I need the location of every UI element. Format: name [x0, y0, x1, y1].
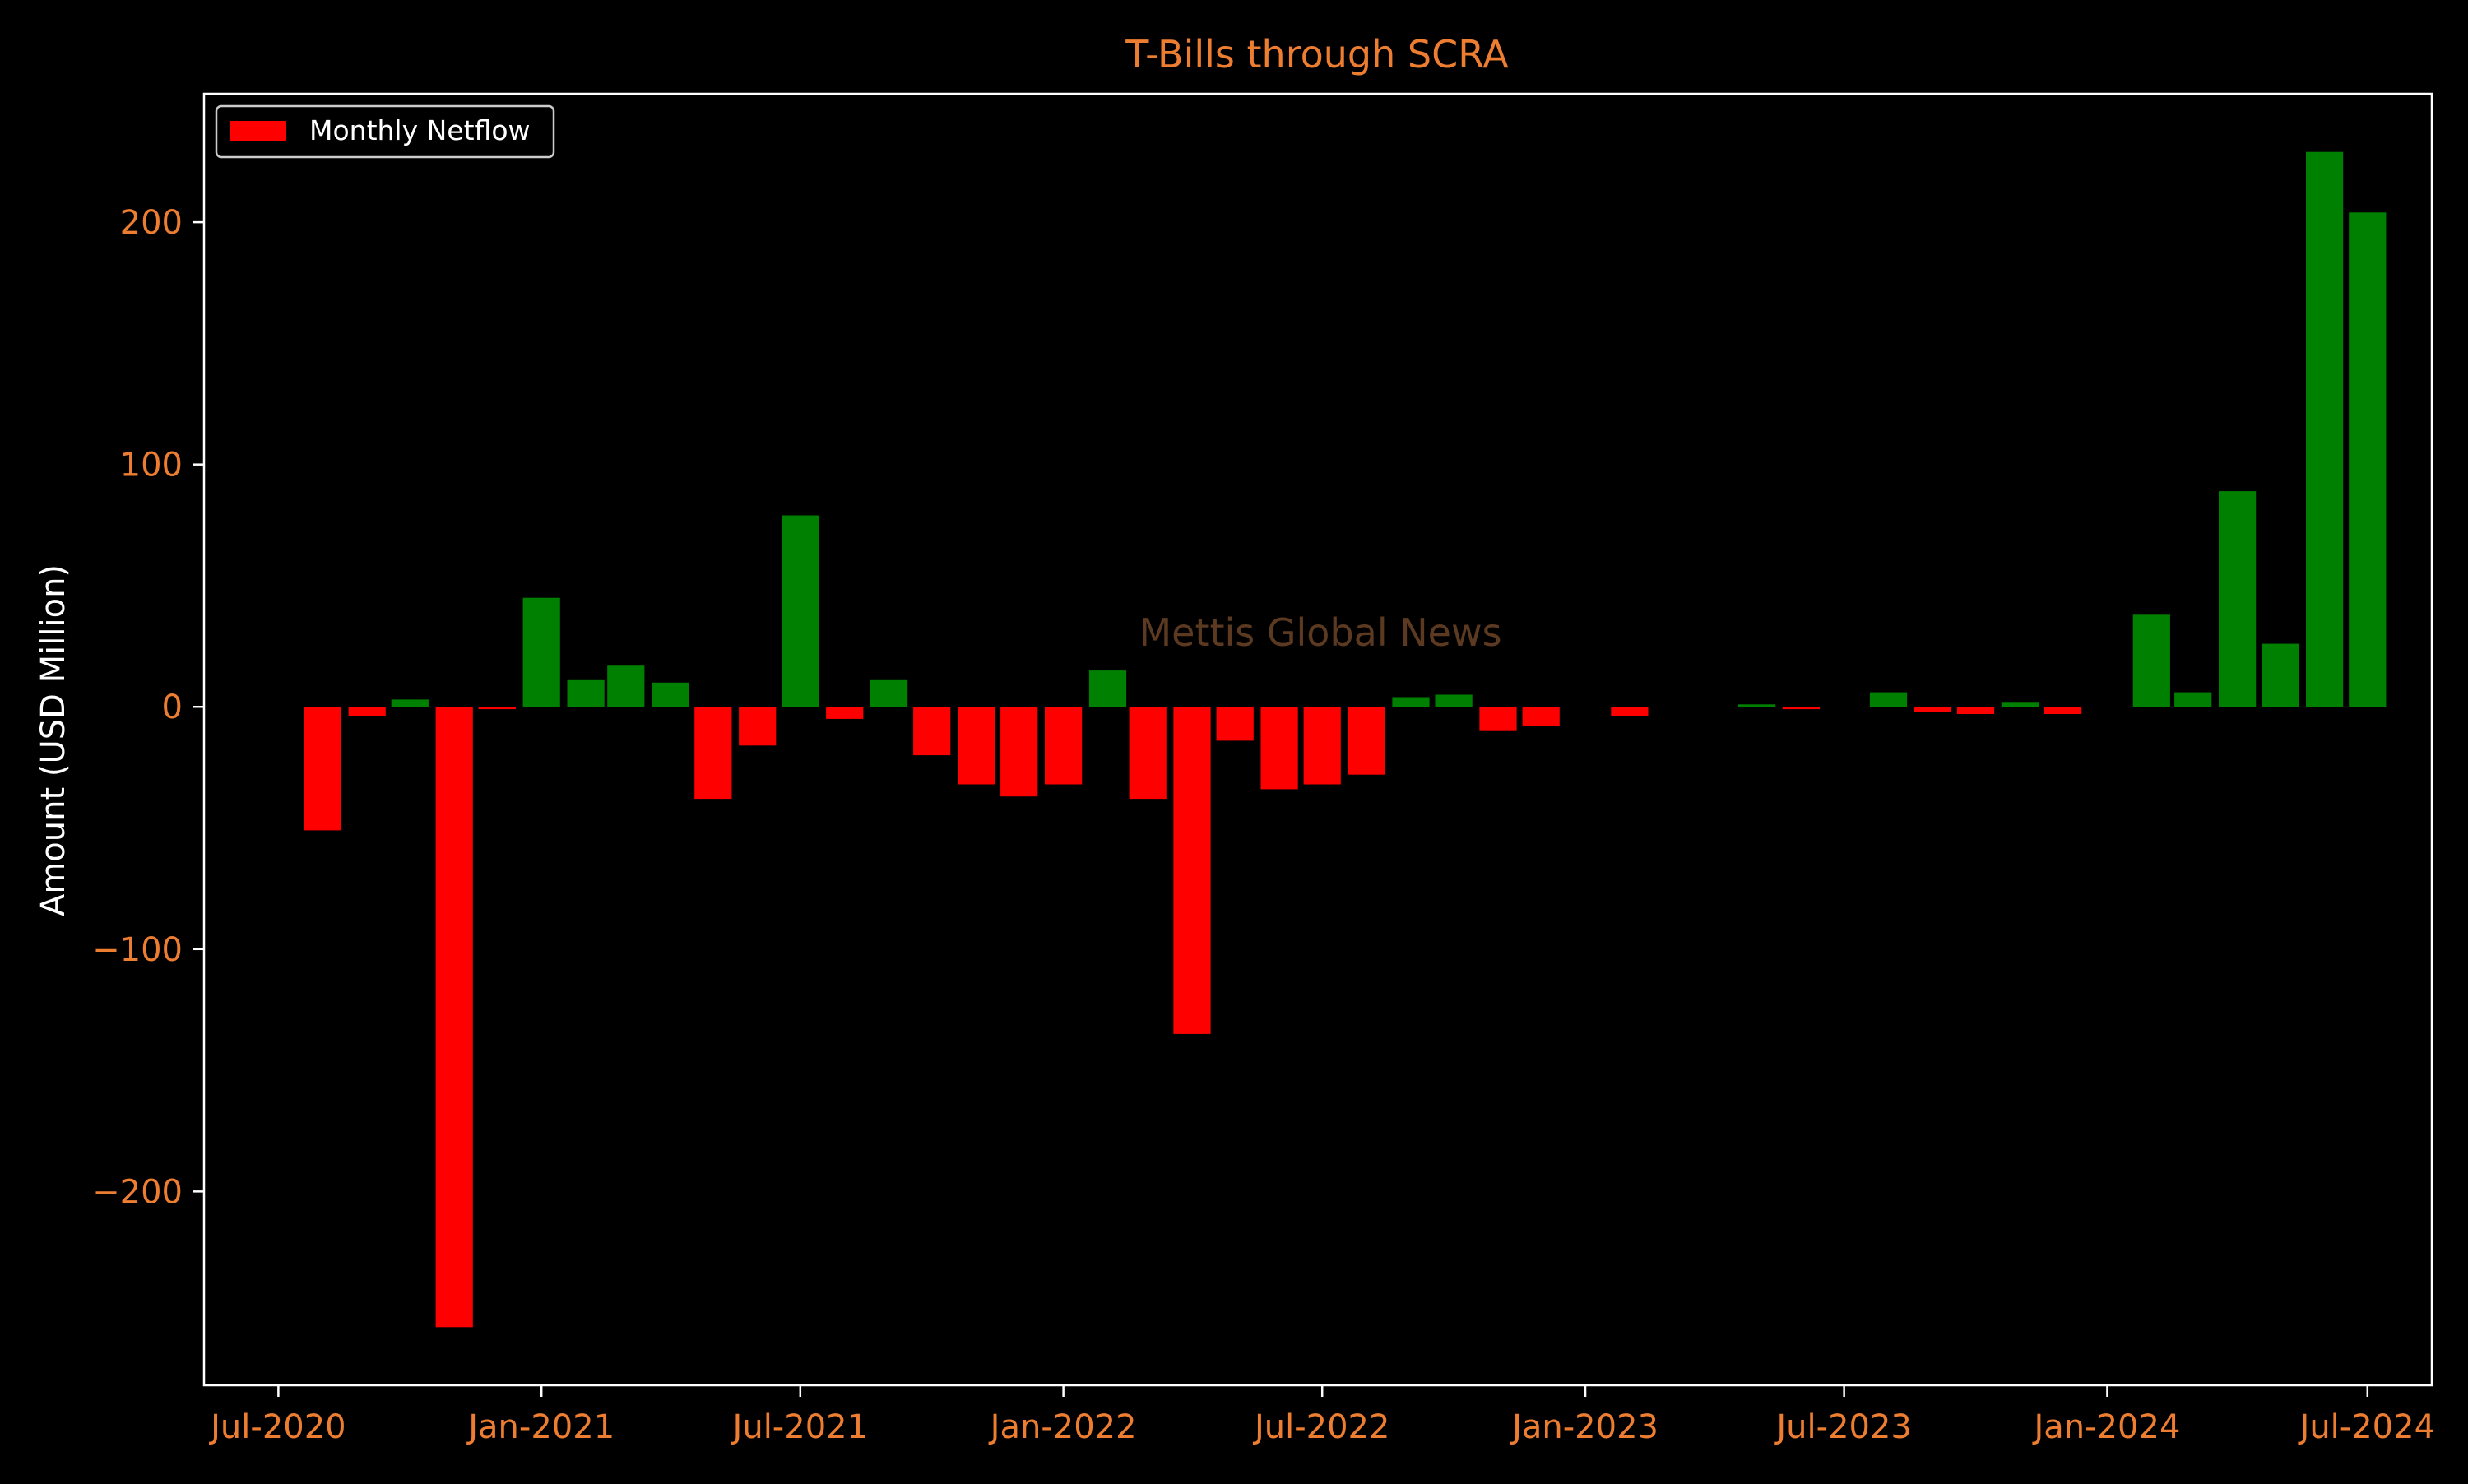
chart-title: T-Bills through SCRA — [1125, 32, 1509, 77]
bar-2021-08 — [826, 707, 864, 719]
legend-box — [215, 104, 555, 159]
bar-2024-02 — [2132, 614, 2170, 707]
bar-2022-09 — [1392, 697, 1430, 707]
x-axis: Jul-2020 Jan-2021 Jul-2021 Jan-2022 Jul-2022… — [208, 1385, 2435, 1446]
bar-2021-09 — [870, 679, 908, 707]
x-tick-label: Jan-2024 — [2032, 1408, 2181, 1446]
bar-2020-08 — [304, 707, 341, 831]
bar-2023-11 — [2001, 702, 2039, 707]
y-tick-label: 0 — [162, 689, 183, 726]
bar-2024-07 — [2349, 212, 2387, 707]
bar-2020-10 — [391, 699, 429, 707]
bar-2021-03 — [607, 665, 645, 707]
bar-2023-02 — [1611, 707, 1649, 716]
bar-2021-04 — [652, 682, 689, 707]
bar-2022-02 — [1088, 670, 1127, 707]
x-tick-label: Jul-2020 — [208, 1408, 346, 1446]
bar-2021-05 — [694, 707, 732, 800]
x-tick-label: Jul-2022 — [1252, 1408, 1390, 1446]
watermark: Mettis Global News — [1139, 610, 1501, 655]
bar-2023-12 — [2044, 707, 2082, 714]
bar-2020-09 — [348, 707, 386, 716]
bar-2020-11 — [435, 707, 473, 1328]
bar-2021-12 — [1000, 707, 1038, 797]
legend-swatch — [230, 121, 286, 141]
bar-2024-03 — [2174, 692, 2212, 707]
bar-2022-11 — [1479, 707, 1517, 731]
legend-label: Monthly Netflow — [309, 114, 531, 146]
bar-2022-10 — [1435, 694, 1473, 707]
bar-2023-09 — [1914, 707, 1951, 712]
plot-frame — [202, 92, 2433, 1387]
y-tick-label: −200 — [92, 1173, 183, 1211]
legend: Monthly Netflow — [215, 104, 555, 159]
x-tick-label: Jan-2023 — [1510, 1408, 1658, 1446]
bar-2023-05 — [1738, 704, 1776, 707]
bar-2021-07 — [782, 515, 819, 707]
bar-2021-06 — [739, 707, 777, 746]
y-tick-label: −100 — [92, 931, 183, 969]
x-tick-label: Jan-2021 — [466, 1408, 615, 1446]
bar-2023-08 — [1869, 692, 1908, 707]
bar-2024-04 — [2219, 491, 2257, 707]
bar-2022-07 — [1303, 707, 1341, 785]
bar-2020-12 — [478, 707, 516, 710]
y-tick-label: 200 — [120, 204, 183, 242]
bar-2022-05 — [1216, 707, 1254, 741]
bar-2021-11 — [958, 707, 995, 785]
bar-2022-03 — [1129, 707, 1167, 800]
bar-2023-06 — [1782, 707, 1821, 710]
bar-2022-12 — [1522, 707, 1560, 726]
bar-2024-05 — [2262, 643, 2299, 707]
bar-2022-06 — [1260, 707, 1298, 790]
x-tick-label: Jul-2023 — [1774, 1408, 1912, 1446]
bar-2022-04 — [1173, 707, 1211, 1034]
bar-2021-10 — [913, 707, 951, 756]
bar-2021-02 — [567, 679, 605, 707]
y-axis-label: Amount (USD Million) — [35, 564, 72, 916]
bars-layer — [304, 151, 2387, 1328]
x-tick-label: Jul-2024 — [2298, 1408, 2436, 1446]
y-axis: −200 −100 0 100 200 — [92, 204, 204, 1211]
y-tick-label: 100 — [120, 447, 183, 485]
bar-2022-01 — [1045, 707, 1083, 785]
bar-2021-01 — [522, 597, 560, 707]
x-tick-label: Jul-2021 — [731, 1408, 869, 1446]
bar-2022-08 — [1348, 707, 1385, 775]
bar-2024-06 — [2306, 151, 2344, 707]
x-tick-label: Jan-2022 — [988, 1408, 1137, 1446]
bar-2023-10 — [1956, 707, 1995, 714]
